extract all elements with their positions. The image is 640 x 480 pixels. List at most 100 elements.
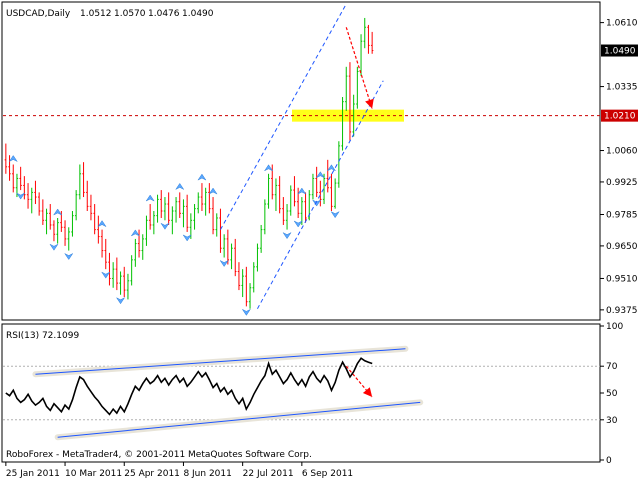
candle xyxy=(126,273,130,300)
candle xyxy=(319,180,322,207)
fractal-up-icon xyxy=(130,229,141,237)
candle xyxy=(193,204,196,230)
price-header-high: 1.0570 xyxy=(114,9,146,19)
price-channel-lower xyxy=(257,80,384,309)
fractal-up-icon xyxy=(175,182,185,191)
copyright-text: RoboForex - MetaTrader4, © 2001-2011 Met… xyxy=(6,450,312,460)
candle xyxy=(315,166,318,198)
fractal-down-icon xyxy=(182,234,192,242)
candle xyxy=(326,159,329,193)
price-tick-label: 0.9650 xyxy=(606,242,638,252)
candle xyxy=(182,199,185,228)
x-tick-label: 25 Jan 2011 xyxy=(6,469,60,479)
price-forecast-arrow-shaft xyxy=(345,27,373,109)
level-price-tag xyxy=(601,109,638,122)
candle xyxy=(93,204,96,235)
current-price-tag xyxy=(601,44,638,57)
candle xyxy=(367,24,370,54)
candle xyxy=(263,199,267,235)
candle xyxy=(108,252,111,286)
rsi-series-line xyxy=(5,357,373,416)
fractal-down-icon xyxy=(241,308,252,316)
rsi-tick-label: 50 xyxy=(606,389,618,399)
fractal-up-icon xyxy=(8,155,18,163)
candle xyxy=(156,194,159,223)
price-tick-label: 1.0335 xyxy=(606,83,638,93)
fractal-up-icon xyxy=(315,171,326,179)
price-tick-label: 1.0610 xyxy=(606,19,638,29)
candle xyxy=(123,266,126,298)
candle xyxy=(45,208,48,235)
fractal-up-icon xyxy=(52,208,63,216)
candle xyxy=(370,31,374,54)
candle xyxy=(278,176,281,214)
rsi-tick-label: 0 xyxy=(606,456,612,466)
fractal-down-icon xyxy=(160,222,170,230)
candle xyxy=(333,178,337,209)
fractal-down-icon xyxy=(293,220,303,228)
candle xyxy=(300,197,304,225)
fractal-down-icon xyxy=(64,252,74,260)
candle xyxy=(111,262,115,288)
rsi-header: RSI(13) 72.1099 xyxy=(6,331,79,341)
fractal-up-icon xyxy=(208,187,218,195)
price-tick-label: 0.9925 xyxy=(606,178,638,188)
candle xyxy=(19,166,22,191)
candle xyxy=(304,192,307,223)
candle xyxy=(363,17,366,49)
price-tick-label: 0.9785 xyxy=(606,210,638,220)
candle xyxy=(348,62,352,142)
x-tick-label: 8 Jun 2011 xyxy=(183,469,231,479)
candle xyxy=(311,173,315,200)
candle xyxy=(171,206,174,235)
rsi-tick-label: 30 xyxy=(606,416,618,426)
fractal-up-icon xyxy=(263,164,274,172)
candle xyxy=(63,220,67,246)
fractal-up-icon xyxy=(326,164,337,172)
candle xyxy=(293,176,296,207)
candle xyxy=(204,187,207,216)
candle xyxy=(245,266,248,307)
candle xyxy=(185,194,189,232)
price-tick-label: 1.0060 xyxy=(606,147,638,157)
level-price-tag-label: 1.0210 xyxy=(604,112,636,122)
candle xyxy=(52,220,56,242)
candle xyxy=(8,155,11,181)
rsi-panel xyxy=(1,323,601,463)
candle xyxy=(78,164,82,200)
candle xyxy=(345,66,348,111)
candle xyxy=(37,192,41,216)
candle xyxy=(282,197,285,225)
candle xyxy=(12,164,15,193)
candle xyxy=(152,211,156,235)
candle xyxy=(267,173,270,209)
candle xyxy=(285,204,289,230)
price-panel xyxy=(1,1,601,321)
candle xyxy=(289,185,292,216)
candle xyxy=(252,262,255,293)
price-forecast-arrow xyxy=(345,27,374,109)
price-header-symbol: USDCAD,Daily xyxy=(6,9,71,19)
candle xyxy=(119,271,122,295)
candle xyxy=(230,243,233,270)
price-header-open: 1.0512 xyxy=(80,9,112,19)
current-price-tag-label: 1.0490 xyxy=(604,47,636,57)
price-tick-label: 0.9510 xyxy=(606,274,638,284)
candle xyxy=(259,224,263,253)
candle xyxy=(248,283,252,309)
rsi-tick-label: 70 xyxy=(606,362,618,372)
candle xyxy=(219,208,222,253)
candle xyxy=(322,173,326,205)
price-forecast-arrow-head xyxy=(365,98,374,109)
candle xyxy=(352,94,355,137)
candle xyxy=(330,173,333,212)
candle xyxy=(26,183,30,209)
candle xyxy=(256,243,259,272)
fractal-up-icon xyxy=(197,173,207,181)
price-header-low: 1.0476 xyxy=(148,9,180,19)
fractal-down-icon xyxy=(15,192,26,200)
fractal-down-icon xyxy=(219,259,229,267)
candle xyxy=(160,190,163,218)
candle xyxy=(67,227,70,251)
